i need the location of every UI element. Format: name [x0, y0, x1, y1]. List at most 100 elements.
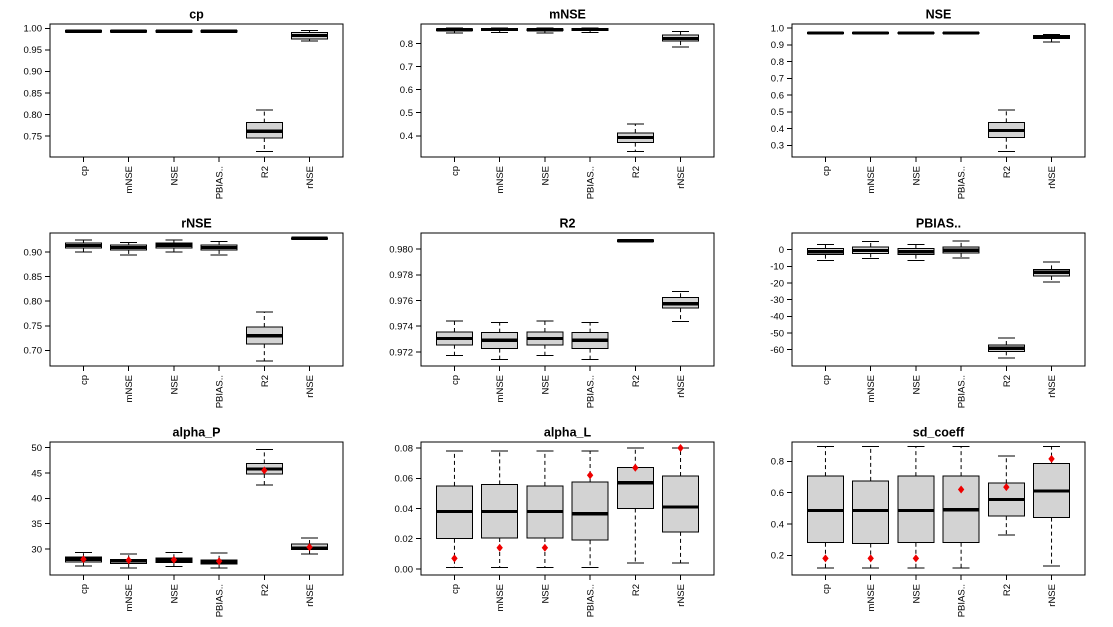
- panel-mNSE: mNSE 0.4 0.5 0.6 0.7 0.8 cp mNSE NSE PBIAS.. R2 rNS…: [400, 8, 715, 199]
- x-tick-label: rNSE: [1047, 166, 1058, 189]
- panel-title: mNSE: [549, 8, 586, 22]
- y-tick-label: 45: [31, 468, 42, 479]
- y-tick-label: 0.980: [389, 244, 413, 255]
- y-tick-label: 0.974: [389, 322, 413, 333]
- box: [662, 475, 700, 533]
- mean-point: [632, 463, 639, 472]
- panel-title: sd_coeff: [913, 426, 965, 440]
- x-tick-label: cp: [450, 375, 461, 385]
- x-tick-label: cp: [821, 584, 832, 594]
- x-tick-label: rNSE: [676, 375, 687, 398]
- panel-R2: R2 0.972 0.974 0.976 0.978 0.980 cp mNSE NSE PBIA…: [389, 217, 715, 408]
- x-tick-label: mNSE: [124, 166, 135, 193]
- y-tick-label: 0.4: [771, 124, 784, 135]
- y-tick-label: -10: [770, 262, 784, 273]
- y-tick-label: 0.4: [400, 131, 413, 142]
- x-tick-label: cp: [821, 166, 832, 176]
- x-tick-label: NSE: [169, 375, 180, 395]
- mean-point: [1003, 483, 1010, 492]
- box: [616, 467, 654, 509]
- x-tick-label: NSE: [540, 166, 551, 186]
- x-tick-label: mNSE: [866, 375, 877, 402]
- mean-point: [912, 554, 920, 563]
- y-tick-label: 0.04: [395, 504, 414, 515]
- x-tick-label: cp: [79, 166, 90, 176]
- y-tick-label: 0.978: [389, 270, 413, 281]
- x-tick-label: rNSE: [1047, 584, 1058, 607]
- y-tick-label: 0.7: [400, 62, 413, 73]
- x-tick-label: R2: [631, 166, 642, 178]
- x-tick-label: cp: [450, 166, 461, 176]
- mean-point: [125, 556, 132, 565]
- x-tick-label: cp: [79, 375, 90, 385]
- x-tick-label: cp: [450, 584, 461, 594]
- y-tick-label: 0.972: [389, 347, 413, 358]
- box: [571, 481, 609, 541]
- x-tick-label: PBIAS..: [957, 375, 968, 408]
- y-tick-label: 1.00: [24, 24, 43, 35]
- x-tick-label: NSE: [911, 166, 922, 186]
- y-tick-label: 0.6: [771, 488, 784, 499]
- y-tick-label: 0.06: [395, 474, 414, 485]
- x-tick-label: PBIAS..: [215, 584, 226, 617]
- x-tick-label: mNSE: [124, 375, 135, 402]
- mean-point: [80, 555, 87, 564]
- y-tick-label: 30: [31, 545, 42, 556]
- y-tick-label: 0.90: [24, 248, 43, 259]
- y-tick-label: 0.4: [771, 519, 784, 530]
- x-tick-label: R2: [631, 375, 642, 387]
- y-tick-label: 0.2: [771, 551, 784, 562]
- y-tick-label: 0.75: [24, 131, 43, 142]
- panel-title: alpha_L: [544, 426, 592, 440]
- mean-point: [170, 555, 178, 564]
- y-tick-label: 0.7: [771, 74, 784, 85]
- mean-point: [957, 485, 965, 494]
- panel-title: R2: [560, 217, 576, 231]
- x-tick-label: rNSE: [1047, 375, 1058, 398]
- mean-point: [496, 543, 503, 552]
- x-tick-label: rNSE: [676, 584, 687, 607]
- y-tick-label: -20: [770, 278, 784, 289]
- panel-title: alpha_P: [173, 426, 221, 440]
- y-tick-label: -30: [770, 295, 784, 306]
- y-tick-label: 0.95: [24, 45, 43, 56]
- y-tick-label: 50: [31, 443, 42, 454]
- y-tick-label: 0.75: [24, 321, 43, 332]
- y-tick-label: 0.85: [24, 272, 43, 283]
- y-tick-label: -40: [770, 312, 784, 323]
- y-tick-label: 1.0: [771, 23, 784, 34]
- x-tick-label: PBIAS..: [957, 166, 968, 199]
- x-tick-label: NSE: [911, 584, 922, 604]
- panel-NSE: NSE 0.3 0.4 0.5 0.6 0.7 0.8 0.9 1.0 cp mNSE NSE PBIA…: [771, 8, 1086, 199]
- x-tick-label: rNSE: [676, 166, 687, 189]
- mean-point: [586, 471, 594, 480]
- y-tick-label: 0.3: [771, 141, 784, 152]
- plot-area: [49, 23, 344, 158]
- y-tick-label: 0.70: [24, 346, 43, 357]
- x-tick-label: R2: [1002, 375, 1013, 387]
- y-tick-label: 0.80: [24, 297, 43, 308]
- y-tick-label: 0.976: [389, 296, 413, 307]
- x-tick-label: NSE: [540, 584, 551, 604]
- y-tick-label: 0.5: [771, 107, 784, 118]
- y-tick-label: 0.02: [395, 534, 414, 545]
- plot-area: [49, 441, 344, 576]
- x-tick-label: PBIAS..: [586, 166, 597, 199]
- mean-point: [306, 543, 313, 552]
- panel-title: cp: [189, 8, 204, 22]
- panel-title: PBIAS..: [916, 217, 961, 231]
- panel-rNSE: rNSE 0.70 0.75 0.80 0.85 0.90 cp mNSE NSE PBIAS..…: [24, 217, 344, 408]
- mean-point: [261, 466, 268, 475]
- x-tick-label: mNSE: [124, 584, 135, 611]
- x-tick-label: mNSE: [495, 584, 506, 611]
- x-tick-label: R2: [260, 375, 271, 387]
- y-tick-label: 0.8: [771, 457, 784, 468]
- plot-area: [49, 232, 344, 367]
- mean-point: [215, 557, 223, 566]
- x-tick-label: NSE: [169, 584, 180, 604]
- x-tick-label: mNSE: [866, 166, 877, 193]
- x-tick-label: R2: [260, 166, 271, 178]
- panel-cp: cp 0.75 0.80 0.85 0.90 0.95 1.00 cp mNSE NSE PBIAS…: [24, 8, 344, 199]
- x-tick-label: rNSE: [305, 375, 316, 398]
